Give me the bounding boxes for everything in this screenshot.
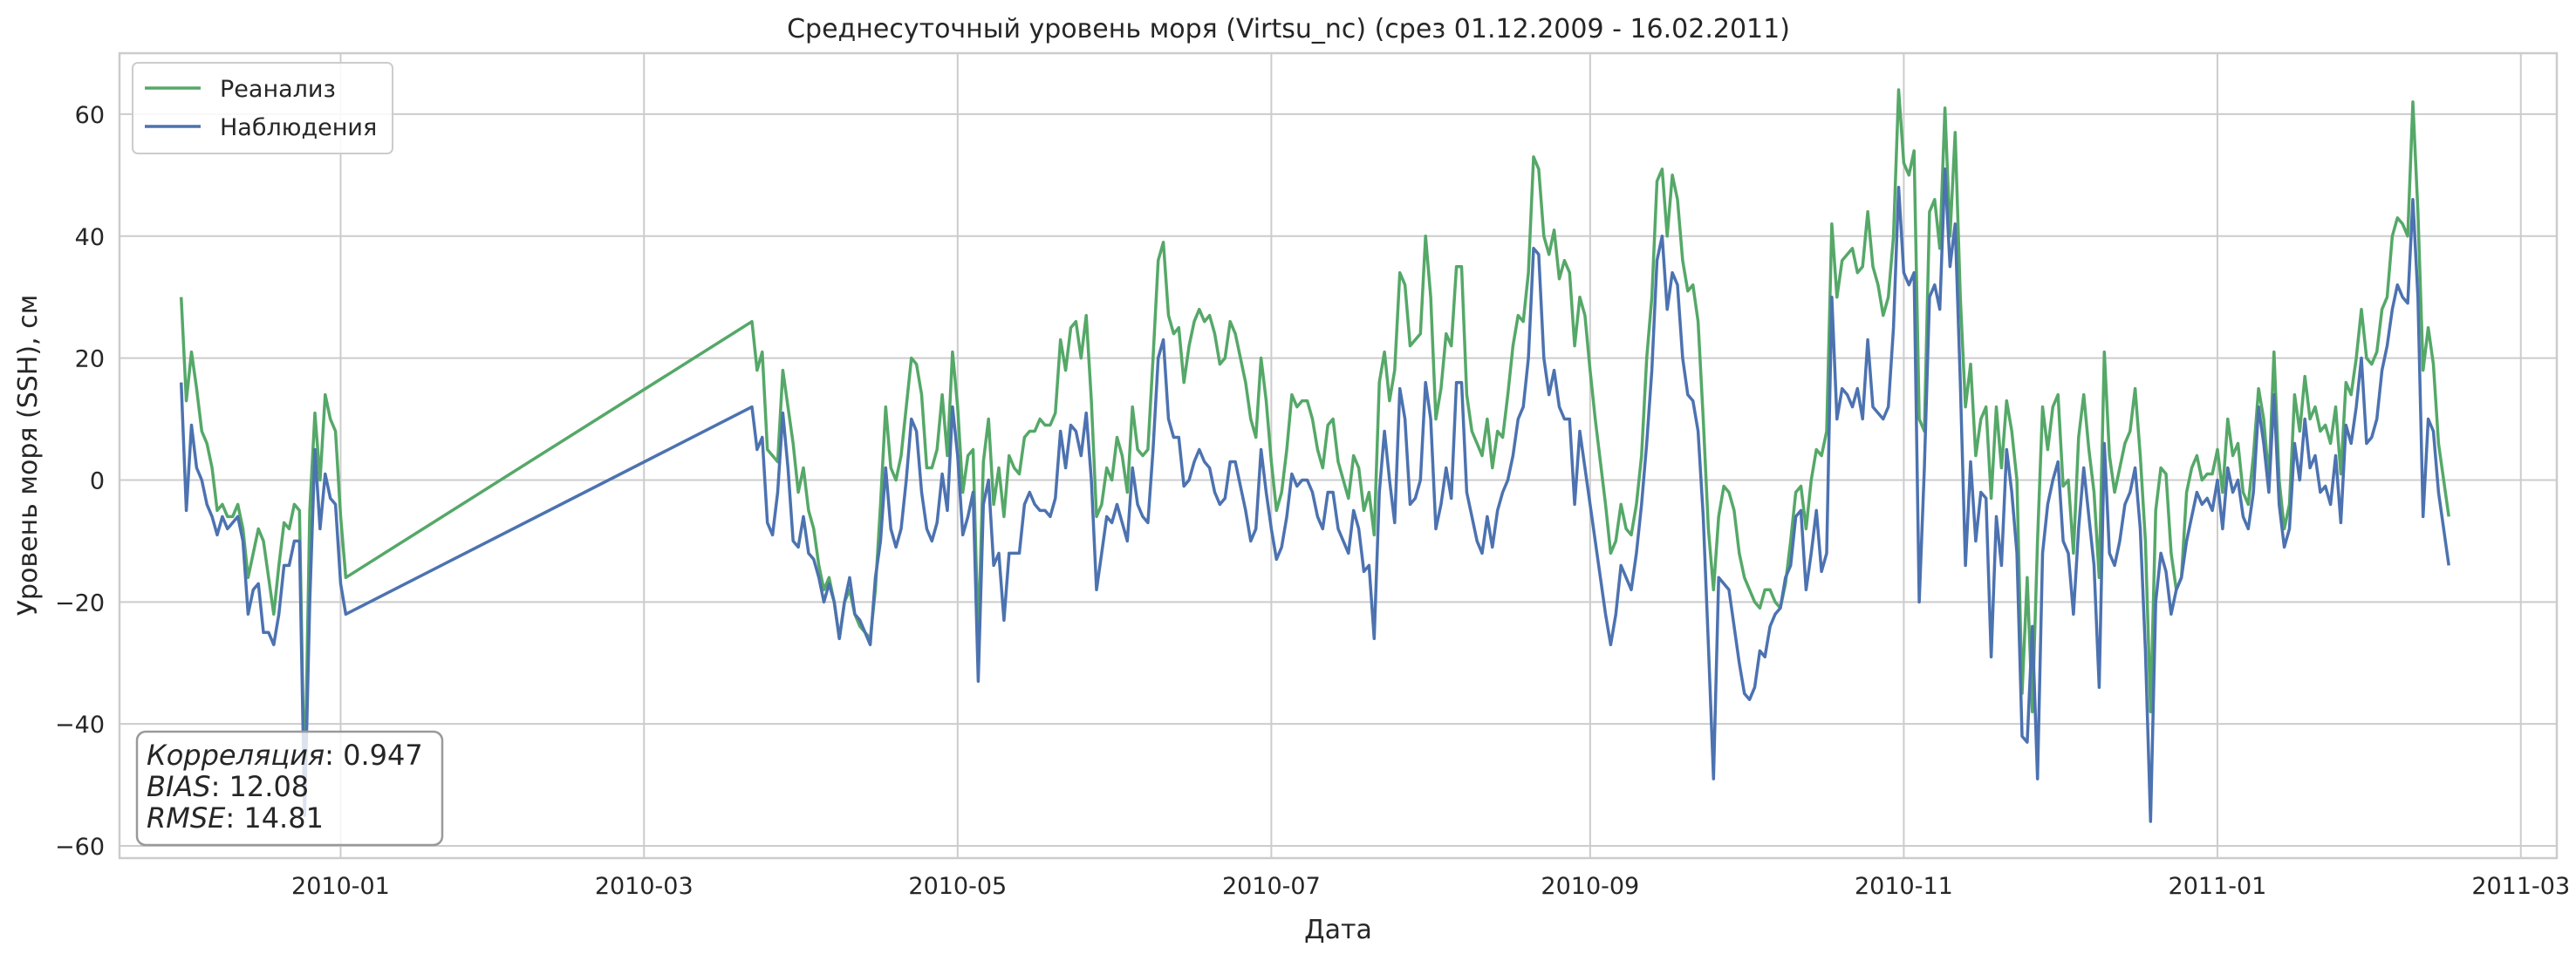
x-axis-label: Дата (1304, 915, 1372, 945)
stat-rmse: RMSE: 14.81 (147, 801, 324, 835)
x-tick-labels: 2010-01 2010-03 2010-05 2010-07 2010-09 2010-… (291, 873, 2570, 900)
y-axis-label: Уровень моря (SSH), см (13, 295, 44, 617)
y-tick-label: −40 (55, 712, 105, 739)
y-tick-label: 40 (75, 224, 105, 251)
y-tick-label: 0 (90, 467, 105, 494)
legend-box (132, 62, 393, 154)
y-tick-label: 20 (75, 346, 105, 373)
stat-correlation: Корреляция: 0.947 (147, 739, 423, 772)
stat-bias: BIAS: 12.08 (147, 770, 309, 803)
stat-bias-sep: : (211, 770, 229, 803)
x-tick-label: 2011-01 (2169, 873, 2267, 900)
x-tick-label: 2010-01 (291, 873, 390, 900)
legend-label-reanalysis: Реанализ (220, 76, 336, 103)
stat-correlation-value: 0.947 (343, 739, 423, 772)
stat-bias-label: BIAS (147, 770, 211, 803)
stat-rmse-label: RMSE (147, 801, 226, 835)
series-lines (179, 88, 2450, 823)
y-tick-label: −20 (55, 590, 105, 617)
series-line-reanalysis (179, 88, 2450, 799)
stat-correlation-sep: : (325, 739, 343, 772)
stat-correlation-label: Корреляция (147, 739, 325, 772)
y-tick-labels: −60 −40 −20 0 20 40 60 (55, 102, 105, 861)
x-tick-label: 2010-07 (1222, 873, 1321, 900)
x-tick-label: 2010-05 (908, 873, 1007, 900)
stats-box: Корреляция: 0.947 BIAS: 12.08 RMSE: 14.8… (135, 730, 444, 847)
stat-rmse-sep: : (225, 801, 243, 835)
chart-title: Среднесуточный уровень моря (Virtsu_nc) … (787, 14, 1790, 44)
x-tick-label: 2010-03 (595, 873, 694, 900)
legend-label-observations: Наблюдения (220, 114, 377, 141)
legend: Реанализ Наблюдения (132, 62, 393, 154)
plot-frame (118, 51, 2559, 860)
x-tick-label: 2011-03 (2471, 873, 2570, 900)
x-tick-label: 2010-09 (1541, 873, 1639, 900)
x-tick-label: 2010-11 (1855, 873, 1953, 900)
stat-bias-value: 12.08 (229, 770, 310, 803)
stat-rmse-value: 14.81 (243, 801, 324, 835)
y-tick-label: 60 (75, 102, 105, 129)
series-line-observations (179, 167, 2450, 823)
stats-box-frame (135, 730, 444, 847)
y-tick-label: −60 (55, 834, 105, 861)
